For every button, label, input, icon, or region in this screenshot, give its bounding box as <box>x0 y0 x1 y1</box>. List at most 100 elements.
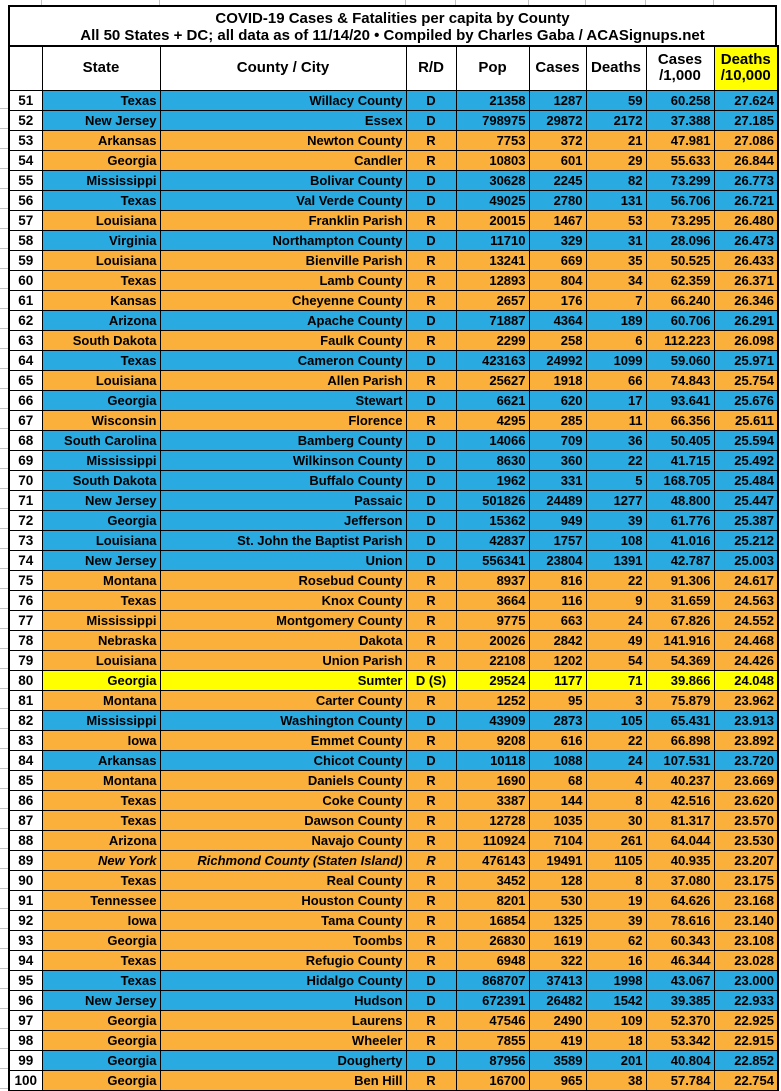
cell-cases: 2780 <box>528 189 587 211</box>
cell-state: Georgia <box>41 509 161 531</box>
cell-deaths: 31 <box>585 229 647 251</box>
table-row: 60 Texas Lamb County R 12893 804 34 62.3… <box>8 269 779 291</box>
table-row: 98 Georgia Wheeler R 7855 419 18 53.342 … <box>8 1029 779 1051</box>
cell-county: Refugio County <box>159 949 407 971</box>
cell-county: Cameron County <box>159 349 407 371</box>
cell-cases: 329 <box>528 229 587 251</box>
cell-party: R <box>405 769 457 791</box>
cell-deaths-per-10000: 23.892 <box>713 729 779 751</box>
cell-cases: 3589 <box>528 1049 587 1071</box>
cell-pop: 672391 <box>455 989 530 1011</box>
cell-cases-per-1000: 52.370 <box>645 1009 715 1031</box>
cell-pop: 21358 <box>455 89 530 111</box>
cell-rank: 75 <box>8 569 43 591</box>
cell-party: R <box>405 269 457 291</box>
cell-party: R <box>405 1009 457 1031</box>
cell-deaths: 34 <box>585 269 647 291</box>
cell-cases-per-1000: 60.343 <box>645 929 715 951</box>
cell-rank: 85 <box>8 769 43 791</box>
cell-deaths-per-10000: 26.721 <box>713 189 779 211</box>
table-row: 100 Georgia Ben Hill R 16700 965 38 57.7… <box>8 1069 779 1091</box>
cell-deaths-per-10000: 27.185 <box>713 109 779 131</box>
cell-deaths: 1105 <box>585 849 647 871</box>
cell-deaths: 7 <box>585 289 647 311</box>
cell-rank: 66 <box>8 389 43 411</box>
cell-rank: 97 <box>8 1009 43 1031</box>
cell-deaths-per-10000: 24.617 <box>713 569 779 591</box>
cell-deaths: 19 <box>585 889 647 911</box>
cell-cases-per-1000: 61.776 <box>645 509 715 531</box>
cell-rank: 65 <box>8 369 43 391</box>
cell-party: R <box>405 809 457 831</box>
cell-deaths-per-10000: 22.933 <box>713 989 779 1011</box>
cell-cases-per-1000: 55.633 <box>645 149 715 171</box>
cell-state: Louisiana <box>41 529 161 551</box>
cell-rank: 67 <box>8 409 43 431</box>
cell-rank: 84 <box>8 749 43 771</box>
cell-deaths-per-10000: 23.000 <box>713 969 779 991</box>
cell-state: Texas <box>41 269 161 291</box>
table-row: 56 Texas Val Verde County D 49025 2780 1… <box>8 189 779 211</box>
table-row: 88 Arizona Navajo County R 110924 7104 2… <box>8 829 779 851</box>
cell-county: Dawson County <box>159 809 407 831</box>
table-row: 86 Texas Coke County R 3387 144 8 42.516… <box>8 789 779 811</box>
cell-cases: 68 <box>528 769 587 791</box>
cell-party: D <box>405 1049 457 1071</box>
cell-cases-per-1000: 78.616 <box>645 909 715 931</box>
cell-rank: 60 <box>8 269 43 291</box>
cell-rank: 87 <box>8 809 43 831</box>
cell-deaths: 53 <box>585 209 647 231</box>
cell-deaths-per-10000: 22.754 <box>713 1069 779 1091</box>
cell-deaths-per-10000: 26.346 <box>713 289 779 311</box>
cell-state: Texas <box>41 949 161 971</box>
cell-state: Mississippi <box>41 169 161 191</box>
cell-deaths-per-10000: 26.433 <box>713 249 779 271</box>
cell-county: Laurens <box>159 1009 407 1031</box>
table-row: 71 New Jersey Passaic D 501826 24489 127… <box>8 489 779 511</box>
cell-cases-per-1000: 168.705 <box>645 469 715 491</box>
cell-deaths: 16 <box>585 949 647 971</box>
cell-rank: 93 <box>8 929 43 951</box>
cell-party: R <box>405 1029 457 1051</box>
cell-county: Passaic <box>159 489 407 511</box>
cell-deaths-per-10000: 22.925 <box>713 1009 779 1031</box>
cell-party: R <box>405 409 457 431</box>
cell-state: Texas <box>41 189 161 211</box>
cell-deaths: 5 <box>585 469 647 491</box>
cell-deaths-per-10000: 23.028 <box>713 949 779 971</box>
table-body: 51 Texas Willacy County D 21358 1287 59 … <box>8 89 779 1091</box>
cell-deaths-per-10000: 25.387 <box>713 509 779 531</box>
sheet-top-margin <box>0 0 781 5</box>
table-row: 99 Georgia Dougherty D 87956 3589 201 40… <box>8 1049 779 1071</box>
cell-deaths: 62 <box>585 929 647 951</box>
table-row: 75 Montana Rosebud County R 8937 816 22 … <box>8 569 779 591</box>
cell-deaths-per-10000: 23.530 <box>713 829 779 851</box>
cell-party: R <box>405 949 457 971</box>
cell-pop: 476143 <box>455 849 530 871</box>
cell-rank: 63 <box>8 329 43 351</box>
cell-county: Union <box>159 549 407 571</box>
cell-party: R <box>405 909 457 931</box>
cell-state: Georgia <box>41 1049 161 1071</box>
cell-deaths-per-10000: 26.773 <box>713 169 779 191</box>
cell-pop: 1962 <box>455 469 530 491</box>
cell-rank: 53 <box>8 129 43 151</box>
cell-pop: 20026 <box>455 629 530 651</box>
cell-county: Bienville Parish <box>159 249 407 271</box>
cell-county: Wheeler <box>159 1029 407 1051</box>
cell-state: New Jersey <box>41 549 161 571</box>
page-subtitle: All 50 States + DC; all data as of 11/14… <box>80 27 705 44</box>
cell-state: Texas <box>41 589 161 611</box>
cell-deaths: 4 <box>585 769 647 791</box>
cell-party: D <box>405 229 457 251</box>
cell-county: Chicot County <box>159 749 407 771</box>
cell-pop: 4295 <box>455 409 530 431</box>
cell-cases: 965 <box>528 1069 587 1091</box>
cell-cases-per-1000: 93.641 <box>645 389 715 411</box>
cell-rank: 81 <box>8 689 43 711</box>
table-row: 62 Arizona Apache County D 71887 4364 18… <box>8 309 779 331</box>
table-row: 57 Louisiana Franklin Parish R 20015 146… <box>8 209 779 231</box>
col-header-county: County / City <box>159 45 407 91</box>
cell-rank: 59 <box>8 249 43 271</box>
cell-deaths: 6 <box>585 329 647 351</box>
